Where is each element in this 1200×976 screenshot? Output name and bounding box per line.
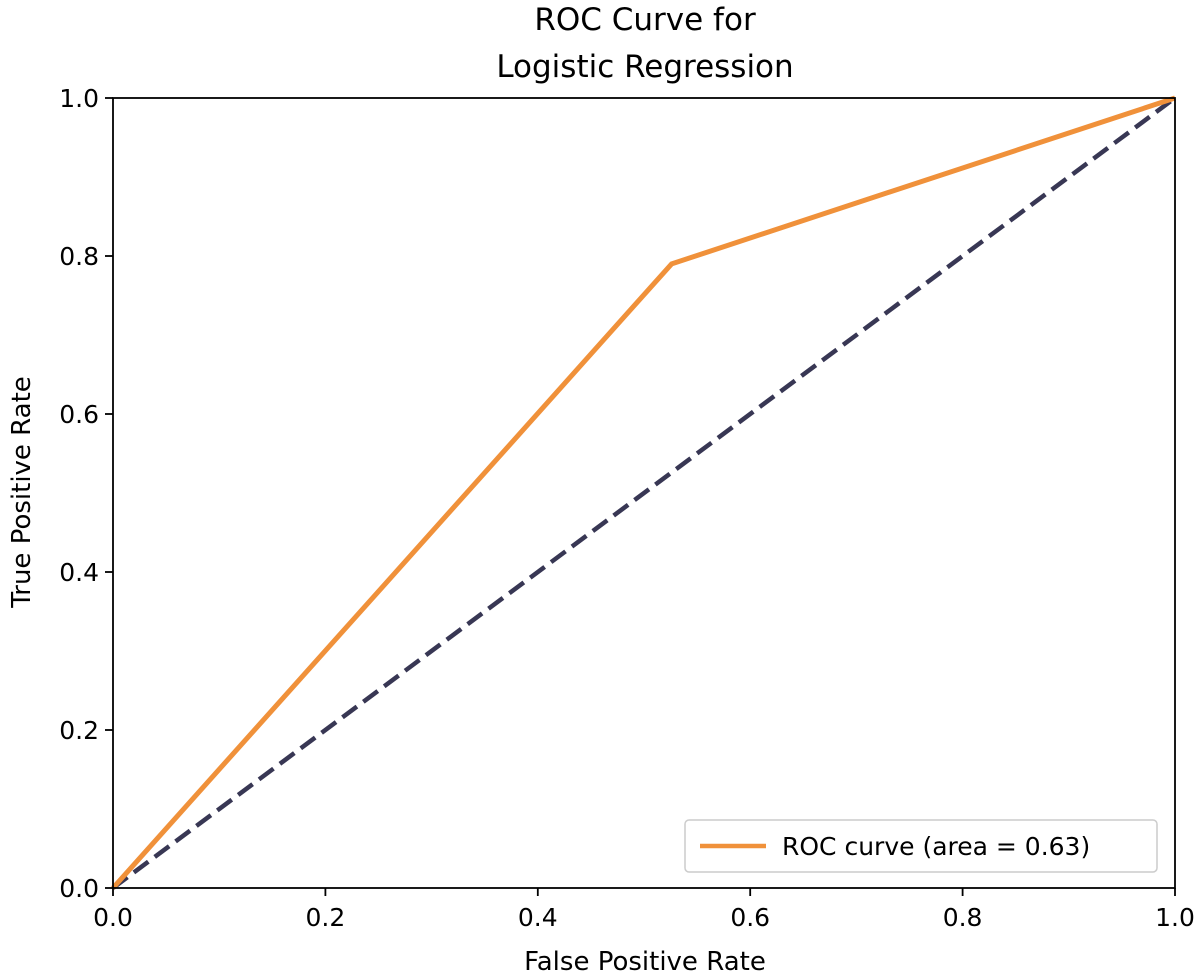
y-tick-label: 0.2: [59, 716, 99, 745]
y-tick-label: 0.0: [59, 874, 99, 903]
plot-area: [111, 95, 1177, 890]
legend-label-roc-curve: ROC curve (area = 0.63): [782, 832, 1090, 861]
y-axis-ticks: 0.0 0.2 0.4 0.6 0.8 1.0: [59, 84, 113, 903]
y-tick-label: 0.4: [59, 558, 99, 587]
x-axis-label: False Positive Rate: [524, 947, 766, 976]
x-tick-label: 0.6: [730, 903, 770, 932]
legend: ROC curve (area = 0.63): [684, 819, 1158, 873]
roc-curve-line: [111, 95, 1176, 890]
axes-frame: [112, 97, 1176, 889]
x-tick-label: 0.4: [518, 903, 558, 932]
chart-title-line-1: ROC Curve for: [534, 2, 756, 38]
x-tick-label: 0.0: [93, 903, 133, 932]
y-tick-label: 1.0: [59, 84, 99, 113]
y-tick-label: 0.6: [59, 400, 99, 429]
y-axis-label: True Positive Rate: [7, 376, 37, 609]
x-axis-ticks: 0.0 0.2 0.4 0.6 0.8 1.0: [93, 888, 1195, 932]
x-tick-label: 0.8: [943, 903, 983, 932]
chance-diagonal-line: [111, 96, 1177, 890]
y-tick-label: 0.8: [59, 242, 99, 271]
x-tick-label: 1.0: [1155, 903, 1195, 932]
legend-frame: [684, 819, 1158, 873]
chart-title-line-2: Logistic Regression: [496, 49, 793, 85]
x-tick-label: 0.2: [306, 903, 346, 932]
